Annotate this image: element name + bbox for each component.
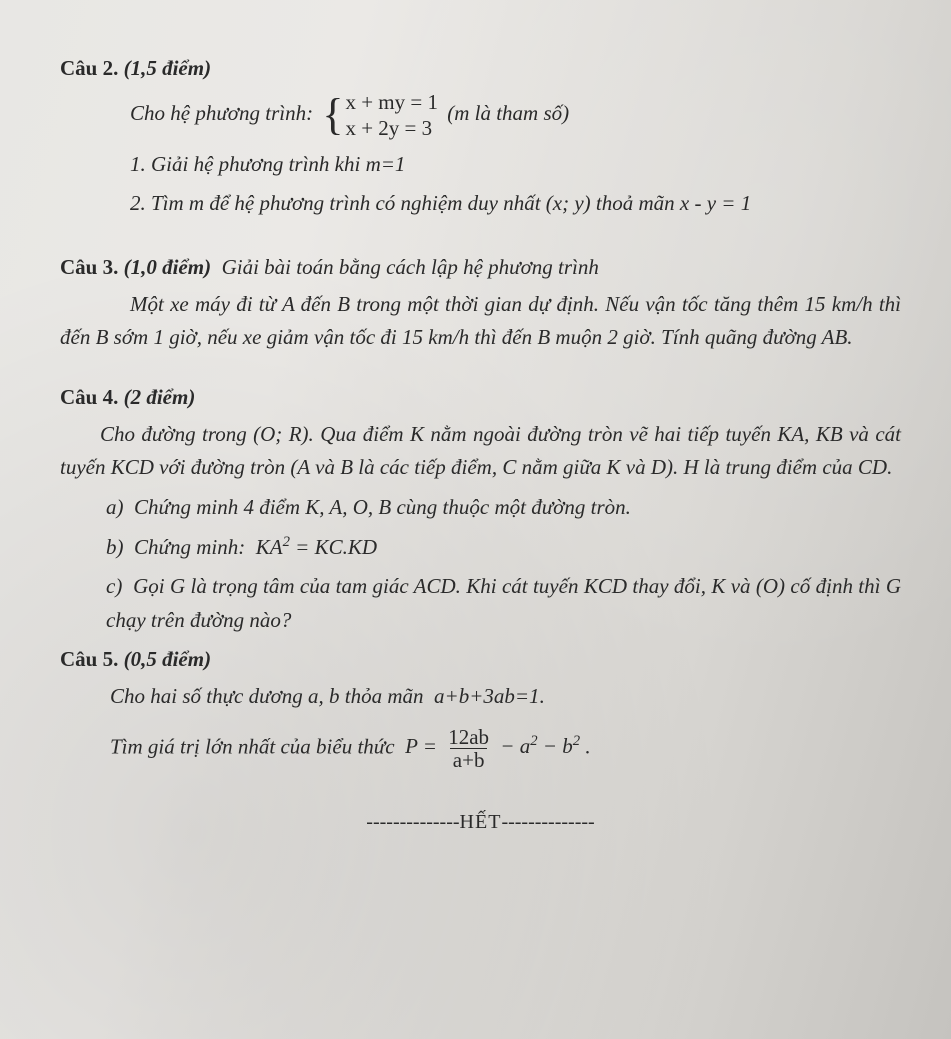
q4-a: a) Chứng minh 4 điểm K, A, O, B cùng thu… — [60, 491, 901, 525]
q4-b-eq: KA2 = KC.KD — [250, 535, 377, 559]
q3-body: Một xe máy đi từ A đến B trong một thời … — [60, 288, 901, 355]
q4-a-label: a) — [106, 495, 124, 519]
q4-title: Câu 4. (2 điểm) — [60, 385, 901, 410]
q3-subtitle: Giải bài toán bằng cách lập hệ phương tr… — [222, 255, 599, 279]
footer-dash-right: -------------- — [501, 811, 594, 833]
q5-title: Câu 5. (0,5 điểm) — [60, 647, 901, 672]
q4-a-text: Chứng minh 4 điểm K, A, O, B cùng thuộc … — [134, 495, 631, 519]
q5-line2: Tìm giá trị lớn nhất của biểu thức P = 1… — [60, 726, 901, 771]
q5-l1-eq: a+b+3ab=1 — [429, 684, 540, 708]
q5-num: 12ab — [445, 726, 492, 748]
footer-dash-left: -------------- — [366, 811, 459, 833]
q2-intro: Cho hệ phương trình: — [130, 101, 313, 125]
q3-points: (1,0 điểm) — [124, 255, 211, 279]
q4-c: c) Gọi G là trọng tâm của tam giác ACD. … — [60, 570, 901, 637]
q5-l1-mid: thỏa mãn — [345, 684, 424, 708]
q4-b-pre: Chứng minh: — [134, 535, 245, 559]
q2-item1: 1. Giải hệ phương trình khi m=1 — [60, 148, 901, 182]
q5-line1: Cho hai số thực dương a, b thỏa mãn a+b+… — [60, 680, 901, 714]
q2-points: (1,5 điểm) — [124, 56, 211, 80]
q5-den: a+b — [450, 748, 488, 771]
q4-b-label: b) — [106, 535, 124, 559]
q4-body: Cho đường trong (O; R). Qua điểm K nằm n… — [60, 418, 901, 485]
q5-l2-pre: Tìm giá trị lớn nhất của biểu thức — [110, 734, 395, 758]
q4-c-label: c) — [106, 574, 122, 598]
footer: --------------HẾT-------------- — [60, 811, 901, 834]
q5-vars: a, b — [308, 684, 340, 708]
q3-title: Câu 3. (1,0 điểm) Giải bài toán bằng các… — [60, 255, 901, 280]
q5-label: Câu 5. — [60, 647, 118, 671]
q5-l1-end: . — [540, 684, 545, 708]
brace-icon: { — [322, 95, 343, 135]
q4-b: b) Chứng minh: KA2 = KC.KD — [60, 531, 901, 565]
q2-eq2: x + 2y = 3 — [345, 115, 438, 141]
q3-label: Câu 3. — [60, 255, 118, 279]
q2-label: Câu 2. — [60, 56, 118, 80]
q5-points: (0,5 điểm) — [124, 647, 211, 671]
q2-item2: 2. Tìm m để hệ phương trình có nghiệm du… — [60, 187, 901, 221]
q2-eq1: x + my = 1 — [345, 89, 438, 115]
q4-points: (2 điểm) — [124, 385, 196, 409]
footer-label: HẾT — [460, 811, 502, 833]
q5-formula: P = 12ab a+b − a2 − b2 — [405, 734, 585, 758]
q2-param-note: (m là tham số) — [447, 101, 569, 125]
q2-intro-line: Cho hệ phương trình: { x + my = 1 x + 2y… — [60, 89, 901, 142]
q2-title: Câu 2. (1,5 điểm) — [60, 56, 901, 81]
q2-system: { x + my = 1 x + 2y = 3 — [322, 89, 438, 142]
q4-label: Câu 4. — [60, 385, 118, 409]
q5-l2-end: . — [585, 734, 590, 758]
q4-c-text: Gọi G là trọng tâm của tam giác ACD. Khi… — [106, 574, 901, 632]
q5-l1-pre: Cho hai số thực dương — [110, 684, 303, 708]
